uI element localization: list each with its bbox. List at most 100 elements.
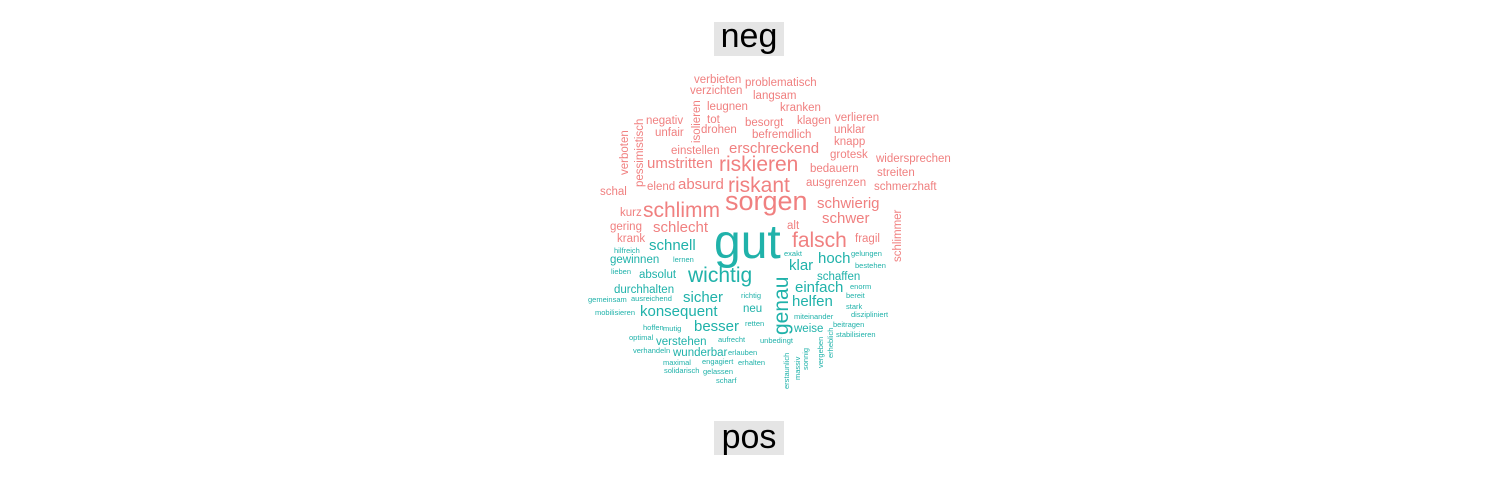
category-label-pos-text: pos [722,418,777,456]
word-pos: gemeinsam [588,295,627,304]
word-pos: neu [743,303,762,315]
word-neg: alt [787,220,800,232]
word-pos: stark [846,302,863,311]
word-pos: richtig [741,291,761,300]
word-pos: lieben [611,267,631,276]
word-pos: verstehen [656,336,707,348]
word-pos: lernen [673,255,694,264]
word-neg: schwer [822,210,870,227]
word-neg: widersprechen [875,153,951,165]
word-pos: massiv [793,356,802,380]
word-pos: sicher [683,289,723,306]
word-pos: gewinnen [610,254,659,266]
word-pos: sonnig [801,348,810,370]
word-pos: gelungen [851,249,882,258]
word-pos: klar [789,257,813,274]
word-pos: mutig [663,324,681,333]
word-neg: langsam [753,90,796,102]
word-neg: klagen [797,115,831,127]
word-pos: weise [793,323,823,335]
word-pos: erheblich [826,328,835,358]
word-pos: stabilisieren [836,330,876,339]
word-pos: durchhalten [614,284,674,296]
category-label-pos-background [714,421,784,455]
word-neg: verzichten [690,85,742,97]
word-pos: exakt [784,249,803,258]
word-neg: sorgen [725,186,808,216]
category-label-neg: neg [714,17,784,56]
word-neg: schlecht [653,219,709,236]
word-pos: wichtig [687,264,752,287]
word-pos: hilfreich [614,246,640,255]
word-neg: besorgt [745,117,784,129]
word-neg: verbieten [694,74,741,86]
word-neg: absurd [678,176,724,193]
word-neg: schlimm [643,199,720,222]
word-pos: aufrecht [718,335,746,344]
word-pos: besser [694,318,739,335]
category-label-pos: pos [714,418,784,456]
word-pos: helfen [792,293,833,310]
word-neg: befremdlich [752,129,811,141]
word-neg: gering [610,221,642,233]
word-neg: problematisch [745,77,817,89]
word-pos: engagiert [702,357,734,366]
word-pos: hoch [818,250,851,267]
word-pos: erlauben [728,348,757,357]
category-label-neg-text: neg [721,17,778,55]
word-neg: kurz [620,207,642,219]
word-neg: kranken [780,102,821,114]
word-pos: wunderbar [672,347,728,359]
word-pos: bestehen [855,261,886,270]
word-neg: fragil [855,233,880,245]
word-neg: schmerzhaft [874,181,937,193]
word-pos: schnell [649,237,696,254]
word-neg: leugnen [707,101,748,113]
word-pos: miteinander [794,312,834,321]
word-pos: solidarisch [664,366,699,375]
word-neg: falsch [792,229,847,252]
word-pos: diszipliniert [851,310,889,319]
word-pos: absolut [639,269,677,281]
word-pos: gut [714,216,781,269]
word-neg: drohen [701,124,737,136]
word-pos: erhalten [738,358,765,367]
word-neg: grotesk [830,149,868,161]
word-neg: unfair [655,127,684,139]
word-pos: optimal [629,333,654,342]
word-neg: bedauern [810,163,859,175]
word-pos: vergeben [816,337,825,368]
word-neg: unklar [834,124,865,136]
word-neg: knapp [834,136,865,148]
word-pos: gelassen [703,367,733,376]
word-pos: retten [745,319,764,328]
word-neg: elend [647,181,675,193]
word-neg: riskant [728,174,790,197]
word-pos: erstaunlich [782,353,791,389]
word-pos: bereit [846,291,866,300]
word-pos: schaffen [817,271,860,283]
word-neg: schlimmer [892,209,904,262]
word-neg: tot [707,114,721,126]
word-neg: negativ [646,115,683,127]
word-pos: mobilisieren [595,308,635,317]
word-pos: ausreichend [631,294,672,303]
word-pos: hoffen [643,323,664,332]
word-neg: krank [617,233,645,245]
word-neg: schal [600,186,627,198]
word-pos: maximal [663,358,691,367]
word-neg: einstellen [671,145,720,157]
word-pos: verhandeln [633,346,670,355]
category-label-neg-background [714,22,784,56]
word-neg: erschreckend [729,140,819,157]
word-neg: pessimistisch [634,119,646,187]
word-pos: enorm [850,282,871,291]
word-pos: scharf [716,376,737,385]
word-neg: streiten [877,167,915,179]
word-neg: ausgrenzen [806,177,866,189]
word-pos: konsequent [640,303,718,320]
word-neg: isolieren [691,100,703,143]
word-neg: umstritten [647,155,713,172]
word-neg: riskieren [719,153,798,176]
